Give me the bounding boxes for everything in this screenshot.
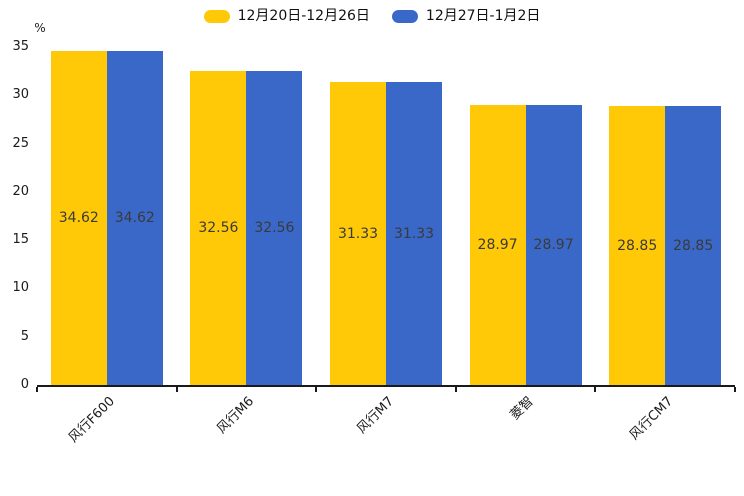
legend-swatch-series2 xyxy=(391,9,418,23)
bar-12月20日-12月26日-风行M6 xyxy=(190,70,247,385)
bar-12月27日-1月2日-风行M6 xyxy=(246,70,303,385)
bar-value-label: 32.56 xyxy=(254,219,295,236)
y-axis-tick-label: 5 xyxy=(20,328,29,344)
bar-value-label: 32.56 xyxy=(198,219,239,236)
bar-12月20日-12月26日-菱智 xyxy=(469,105,526,385)
x-axis-tick xyxy=(175,387,178,392)
bar-12月20日-12月26日-风行F600 xyxy=(50,50,107,385)
legend-swatch-series1 xyxy=(203,9,230,23)
x-axis-category-label: 风行M6 xyxy=(214,394,258,437)
bar-value-label: 28.97 xyxy=(477,237,518,254)
bar-12月27日-1月2日-风行CM7 xyxy=(665,106,722,385)
x-axis-category-label: 风行M7 xyxy=(353,394,397,437)
bar-value-label: 34.62 xyxy=(114,209,155,226)
x-axis-category-label: 风行CM7 xyxy=(626,394,676,444)
y-axis-tick-label: 35 xyxy=(12,39,29,54)
bar-value-label: 28.85 xyxy=(617,237,658,254)
bar-12月27日-1月2日-风行F600 xyxy=(106,50,163,385)
y-axis-tick-label: 15 xyxy=(12,232,29,248)
bar-value-label: 28.97 xyxy=(533,237,574,254)
x-axis-tick xyxy=(315,387,318,392)
legend-item-series2: 12月27日-1月2日 xyxy=(391,7,541,25)
y-axis-tick-label: 10 xyxy=(12,280,29,296)
bar-12月20日-12月26日-风行CM7 xyxy=(609,106,666,385)
y-axis-tick-label: 30 xyxy=(12,87,29,103)
bar-value-label: 28.85 xyxy=(673,237,714,254)
x-axis-line xyxy=(37,385,735,387)
bar-12月27日-1月2日-风行M7 xyxy=(386,82,442,385)
chart-legend: 12月20日-12月26日 12月27日-1月2日 xyxy=(0,7,744,25)
x-axis-tick xyxy=(36,387,38,392)
bar-value-label: 31.33 xyxy=(393,225,435,242)
bar-value-label: 31.33 xyxy=(337,225,379,242)
x-axis-category-label: 菱智 xyxy=(507,394,537,424)
bar-value-label: 34.62 xyxy=(58,209,99,226)
y-axis-tick-label: 0 xyxy=(20,377,29,392)
legend-item-series1: 12月20日-12月26日 xyxy=(203,7,370,25)
x-axis-tick xyxy=(454,387,457,392)
x-axis-tick xyxy=(594,387,597,392)
x-axis-tick xyxy=(734,387,736,392)
bar-12月20日-12月26日-风行M7 xyxy=(330,82,386,385)
x-axis-category-label: 风行F600 xyxy=(65,394,118,446)
legend-label-series1: 12月20日-12月26日 xyxy=(237,8,370,24)
bar-12月27日-1月2日-菱智 xyxy=(525,105,582,385)
legend-label-series2: 12月27日-1月2日 xyxy=(425,8,541,24)
y-axis-unit-label: % xyxy=(34,21,46,35)
y-axis-tick-label: 20 xyxy=(12,183,29,199)
y-axis-tick-label: 25 xyxy=(12,135,29,151)
